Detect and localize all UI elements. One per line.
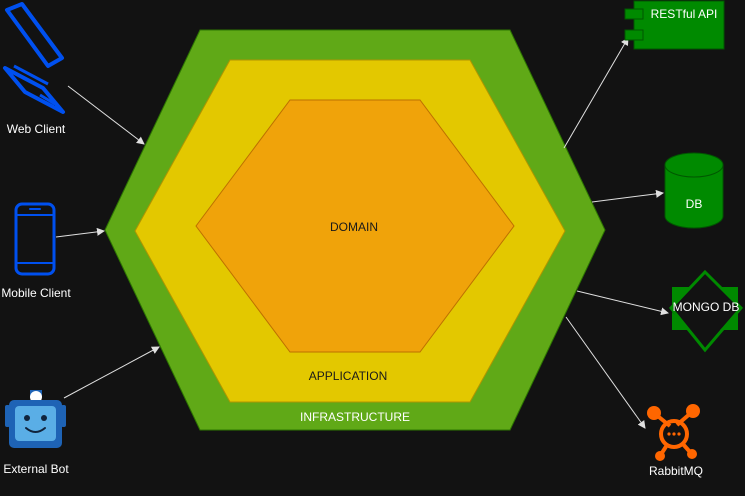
computer-icon — [3, 2, 65, 114]
rabbitmq-icon — [647, 404, 700, 461]
web-client-label: Web Client — [7, 122, 66, 136]
mobile-phone-icon — [14, 202, 56, 276]
web-client-arrow — [67, 85, 145, 145]
external-bot-arrow — [63, 346, 160, 399]
external-bot-label: External Bot — [3, 462, 69, 476]
db-label: DB — [686, 197, 703, 211]
rabbitmq-arrow — [565, 316, 646, 429]
mongo-db-icon — [669, 269, 744, 353]
mongo-db-arrow — [576, 290, 669, 316]
restful-api-arrow — [563, 37, 629, 149]
mobile-client-label: Mobile Client — [1, 286, 71, 300]
rabbitmq-label: RabbitMQ — [649, 464, 703, 478]
domain-layer — [195, 99, 515, 353]
domain-label: DOMAIN — [330, 220, 378, 234]
restful-api-component-icon — [624, 0, 725, 50]
mobile-client-arrow — [55, 227, 105, 238]
infrastructure-label: INFRASTRUCTURE — [300, 410, 410, 424]
mongo-db-label: MONGO DB — [673, 300, 740, 314]
application-label: APPLICATION — [309, 369, 387, 383]
restful-api-label: RESTful API — [651, 7, 718, 21]
robot-icon — [5, 390, 66, 448]
database-cylinder-icon — [664, 152, 724, 229]
db-arrow — [591, 189, 664, 203]
